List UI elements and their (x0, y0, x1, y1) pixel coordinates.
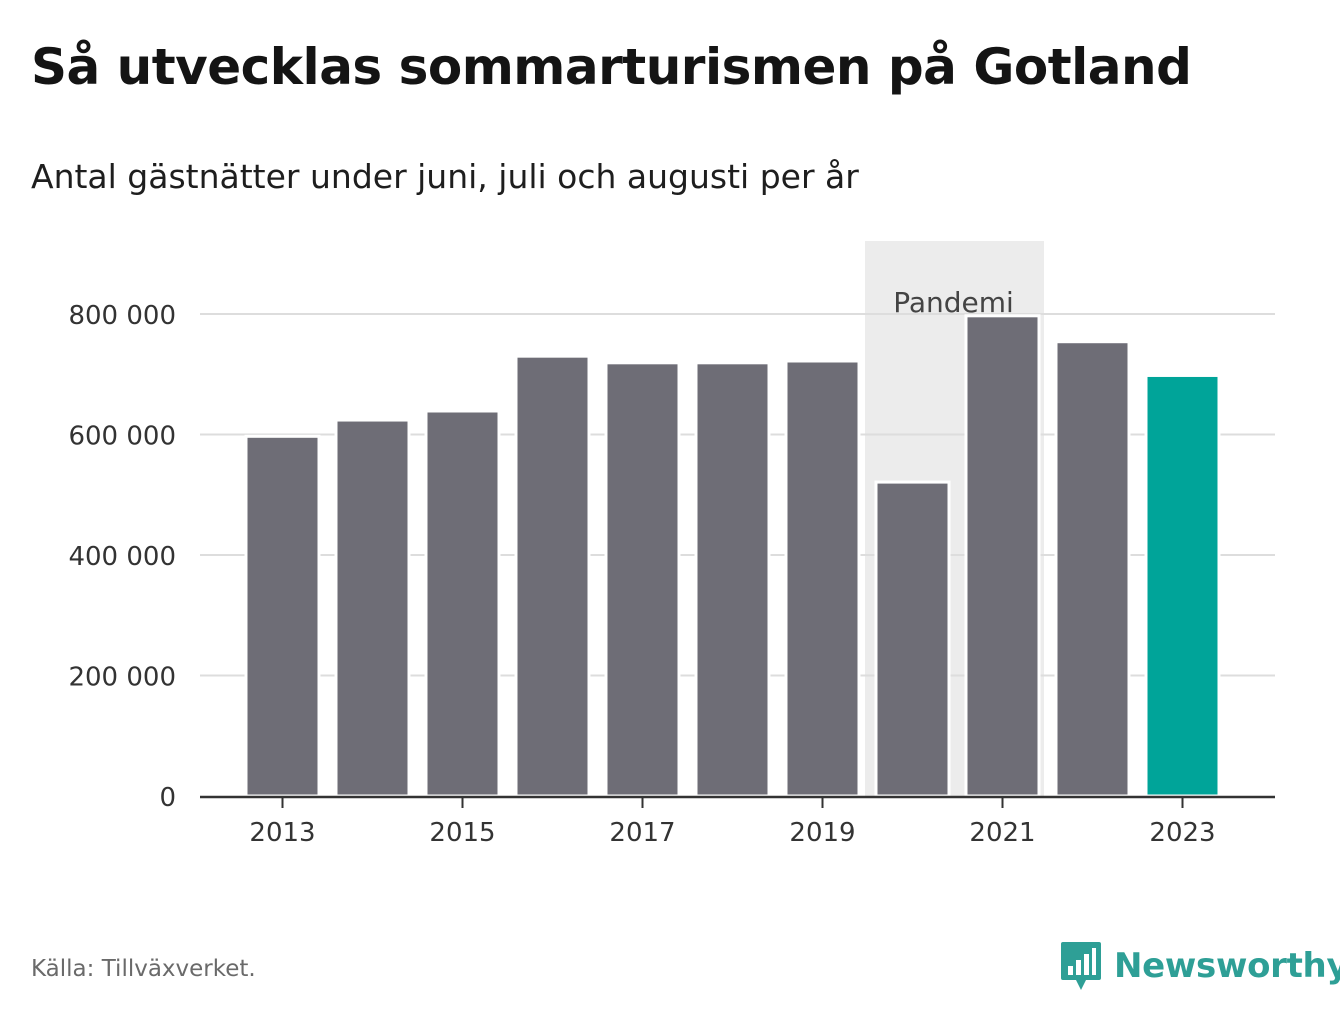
bar-2017 (604, 361, 681, 798)
x-tick-label: 2021 (969, 818, 1035, 848)
x-tick-label: 2013 (249, 818, 315, 848)
bar-2021 (964, 314, 1041, 798)
y-tick-label: 600 000 (68, 422, 176, 452)
bar-2013 (244, 434, 321, 798)
newsworthy-logo-icon (1061, 942, 1101, 990)
bar-2020 (874, 480, 951, 798)
x-tick-label: 2019 (789, 818, 855, 848)
bar-2015 (424, 409, 501, 798)
y-tick-label: 400 000 (68, 542, 176, 572)
bar-2016 (514, 354, 591, 798)
y-tick-label: 0 (159, 783, 176, 813)
source-note: Källa: Tillväxverket. (31, 956, 256, 982)
y-tick-label: 800 000 (68, 301, 176, 331)
chart-subtitle: Antal gästnätter under juni, juli och au… (31, 157, 859, 196)
pandemic-label: Pandemi (893, 286, 1014, 319)
x-tick-label: 2023 (1149, 818, 1215, 848)
y-tick-label: 200 000 (68, 663, 176, 693)
x-tick-label: 2017 (609, 818, 675, 848)
bar-2014 (334, 418, 411, 798)
brand-logo: Newsworthy (1060, 940, 1340, 992)
bar-2022 (1054, 340, 1131, 798)
brand-name: Newsworthy (1114, 946, 1340, 986)
bar-2019 (784, 359, 861, 798)
x-tick-label: 2015 (429, 818, 495, 848)
bar-2023 (1144, 373, 1221, 798)
chart-title: Så utvecklas sommarturismen på Gotland (31, 38, 1192, 96)
bar-2018 (694, 361, 771, 798)
